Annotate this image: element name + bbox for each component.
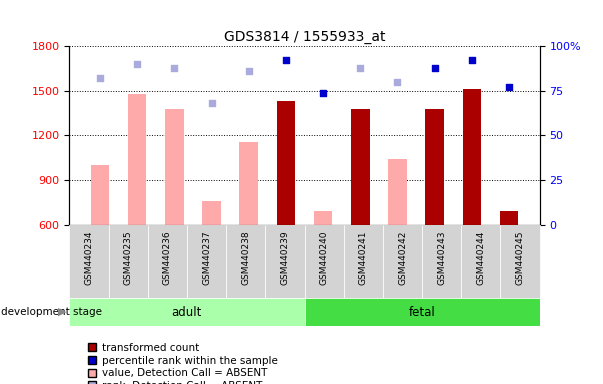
- Bar: [305, 298, 540, 326]
- Point: [318, 89, 328, 96]
- Bar: [463, 89, 481, 225]
- Bar: [383, 225, 422, 298]
- Bar: [351, 109, 370, 225]
- Text: fetal: fetal: [409, 306, 435, 318]
- Text: development stage: development stage: [1, 307, 102, 317]
- Bar: [239, 142, 258, 225]
- Bar: [500, 211, 519, 225]
- Text: GSM440237: GSM440237: [202, 230, 211, 285]
- Bar: [226, 225, 265, 298]
- Text: GSM440238: GSM440238: [241, 230, 250, 285]
- Bar: [187, 225, 226, 298]
- Point: [133, 61, 142, 67]
- Point: [95, 75, 105, 81]
- Bar: [128, 94, 147, 225]
- Bar: [305, 225, 344, 298]
- Bar: [265, 225, 305, 298]
- Bar: [425, 109, 444, 225]
- Text: GSM440245: GSM440245: [516, 230, 525, 285]
- Point: [244, 68, 254, 74]
- Bar: [422, 225, 461, 298]
- Bar: [148, 225, 187, 298]
- Title: GDS3814 / 1555933_at: GDS3814 / 1555933_at: [224, 30, 385, 44]
- Legend: transformed count, percentile rank within the sample, value, Detection Call = AB: transformed count, percentile rank withi…: [87, 343, 278, 384]
- Bar: [202, 201, 221, 225]
- Bar: [461, 225, 500, 298]
- Bar: [69, 225, 109, 298]
- Bar: [500, 225, 540, 298]
- Text: adult: adult: [172, 306, 202, 318]
- Bar: [165, 109, 184, 225]
- Text: GSM440240: GSM440240: [320, 230, 329, 285]
- Point: [355, 65, 365, 71]
- Bar: [277, 101, 295, 225]
- Bar: [388, 159, 407, 225]
- Point: [504, 84, 514, 90]
- Text: GSM440241: GSM440241: [359, 230, 368, 285]
- Bar: [90, 165, 109, 225]
- Text: GSM440242: GSM440242: [398, 230, 407, 285]
- Text: GSM440243: GSM440243: [437, 230, 446, 285]
- Bar: [314, 211, 332, 225]
- Point: [207, 100, 216, 106]
- Text: ▶: ▶: [58, 307, 66, 317]
- Text: GSM440239: GSM440239: [280, 230, 289, 285]
- Text: GSM440244: GSM440244: [476, 230, 485, 285]
- Text: GSM440235: GSM440235: [124, 230, 133, 285]
- Text: GSM440234: GSM440234: [84, 230, 93, 285]
- Point: [430, 65, 440, 71]
- Bar: [69, 298, 305, 326]
- Bar: [109, 225, 148, 298]
- Text: GSM440236: GSM440236: [163, 230, 172, 285]
- Bar: [344, 225, 383, 298]
- Point: [281, 57, 291, 63]
- Point: [467, 57, 476, 63]
- Point: [393, 79, 402, 85]
- Point: [169, 65, 179, 71]
